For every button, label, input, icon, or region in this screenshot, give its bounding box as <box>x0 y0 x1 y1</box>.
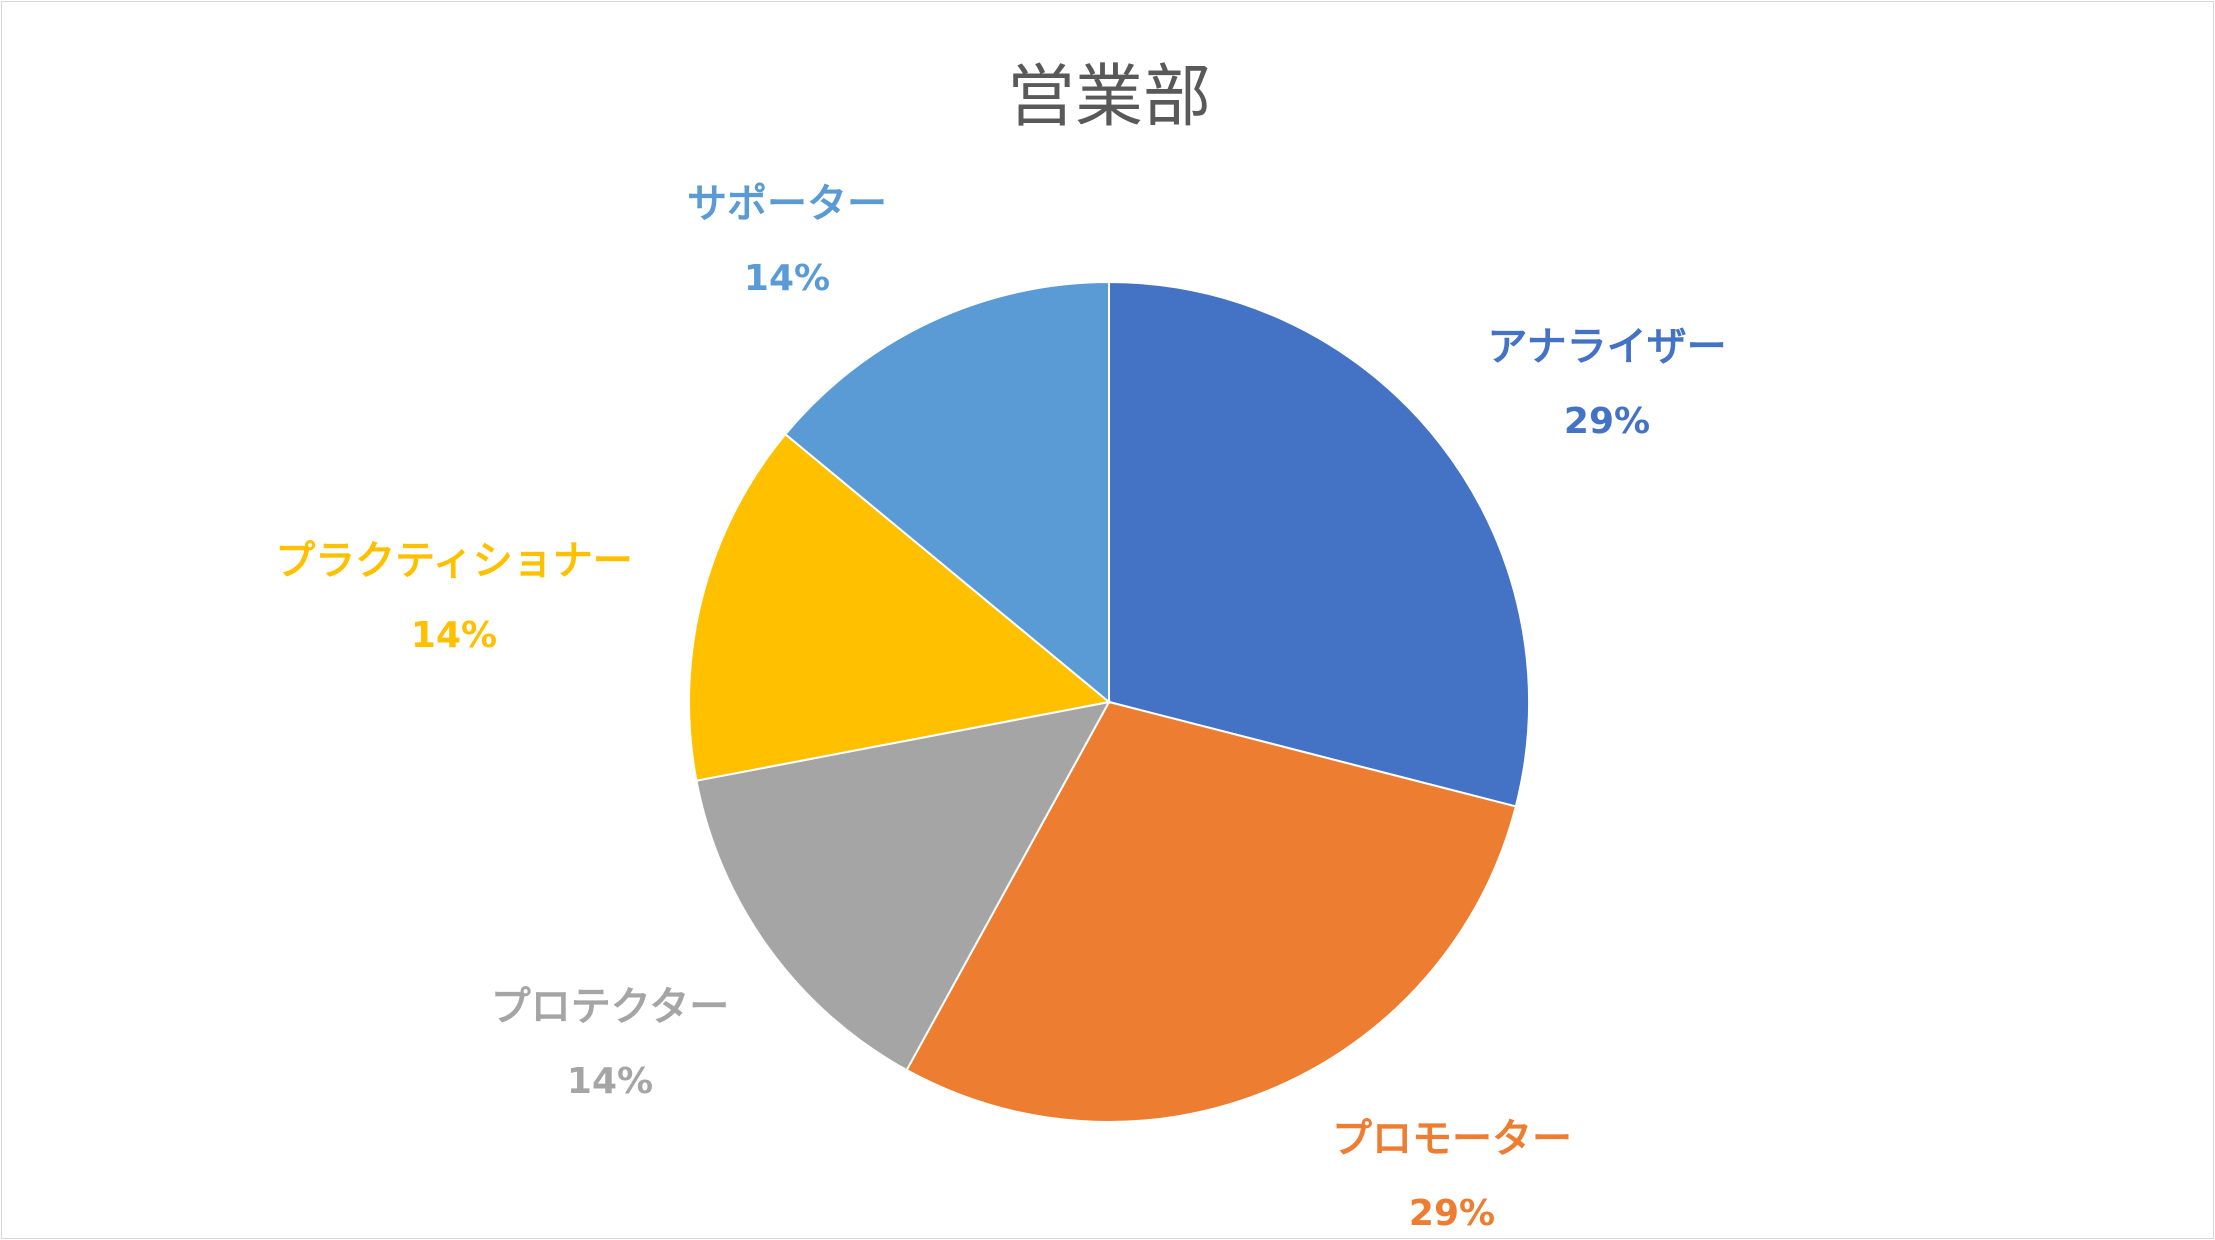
slice-percent-1: 29% <box>1564 401 1650 442</box>
slice-label-5: サポーター <box>687 181 887 227</box>
slice-label-4: プラクティショナー <box>275 538 633 584</box>
slice-label-2: プロモーター <box>1332 1116 1572 1162</box>
slice-percent-4: 14% <box>411 615 497 656</box>
pie-slice-1 <box>1108 280 1530 808</box>
slice-label-1: アナライザー <box>1487 324 1726 370</box>
pie-slice-2 <box>905 700 1518 1123</box>
chart-title: 営業部 <box>1007 58 1211 137</box>
slice-percent-2: 29% <box>1409 1193 1495 1234</box>
slice-label-3: プロテクター <box>491 984 729 1030</box>
pie-slice-3 <box>695 700 1111 1072</box>
pie-slices <box>688 280 1530 1123</box>
pie-slice-4 <box>688 432 1112 782</box>
data-labels: アナライザー 29% プロモーター 29% プロテクター 14% プラクティショナー 14% サ… <box>275 181 1726 1234</box>
slice-percent-5: 14% <box>744 258 830 299</box>
slice-percent-3: 14% <box>567 1061 653 1102</box>
pie-slice-5 <box>783 280 1110 705</box>
